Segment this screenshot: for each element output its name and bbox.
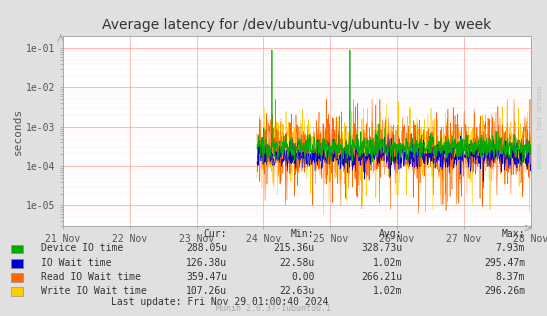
Text: 107.26u: 107.26u	[186, 286, 227, 296]
Text: 288.05u: 288.05u	[186, 243, 227, 253]
Text: Write IO Wait time: Write IO Wait time	[41, 286, 147, 296]
Text: 0.00: 0.00	[291, 272, 315, 282]
Text: 1.02m: 1.02m	[373, 286, 402, 296]
Text: Min:: Min:	[291, 228, 315, 239]
Text: 215.36u: 215.36u	[274, 243, 315, 253]
Y-axis label: seconds: seconds	[13, 107, 23, 155]
Text: Cur:: Cur:	[203, 228, 227, 239]
Text: 295.47m: 295.47m	[484, 258, 525, 268]
Text: Last update: Fri Nov 29 01:00:40 2024: Last update: Fri Nov 29 01:00:40 2024	[111, 296, 328, 307]
Text: 22.63u: 22.63u	[280, 286, 315, 296]
Text: Munin 2.0.37-1ubuntu0.1: Munin 2.0.37-1ubuntu0.1	[216, 305, 331, 313]
Text: 126.38u: 126.38u	[186, 258, 227, 268]
Text: Read IO Wait time: Read IO Wait time	[41, 272, 141, 282]
Text: Max:: Max:	[502, 228, 525, 239]
Text: Avg:: Avg:	[379, 228, 402, 239]
Text: 296.26m: 296.26m	[484, 286, 525, 296]
Text: RRDTOOL / TOBI OETIKER: RRDTOOL / TOBI OETIKER	[538, 85, 543, 168]
Text: 1.02m: 1.02m	[373, 258, 402, 268]
Text: 266.21u: 266.21u	[361, 272, 402, 282]
Text: Device IO time: Device IO time	[41, 243, 123, 253]
Title: Average latency for /dev/ubuntu-vg/ubuntu-lv - by week: Average latency for /dev/ubuntu-vg/ubunt…	[102, 18, 491, 33]
Text: 359.47u: 359.47u	[186, 272, 227, 282]
Text: IO Wait time: IO Wait time	[41, 258, 112, 268]
Text: 8.37m: 8.37m	[496, 272, 525, 282]
Text: 22.58u: 22.58u	[280, 258, 315, 268]
Text: 7.93m: 7.93m	[496, 243, 525, 253]
Text: 328.73u: 328.73u	[361, 243, 402, 253]
